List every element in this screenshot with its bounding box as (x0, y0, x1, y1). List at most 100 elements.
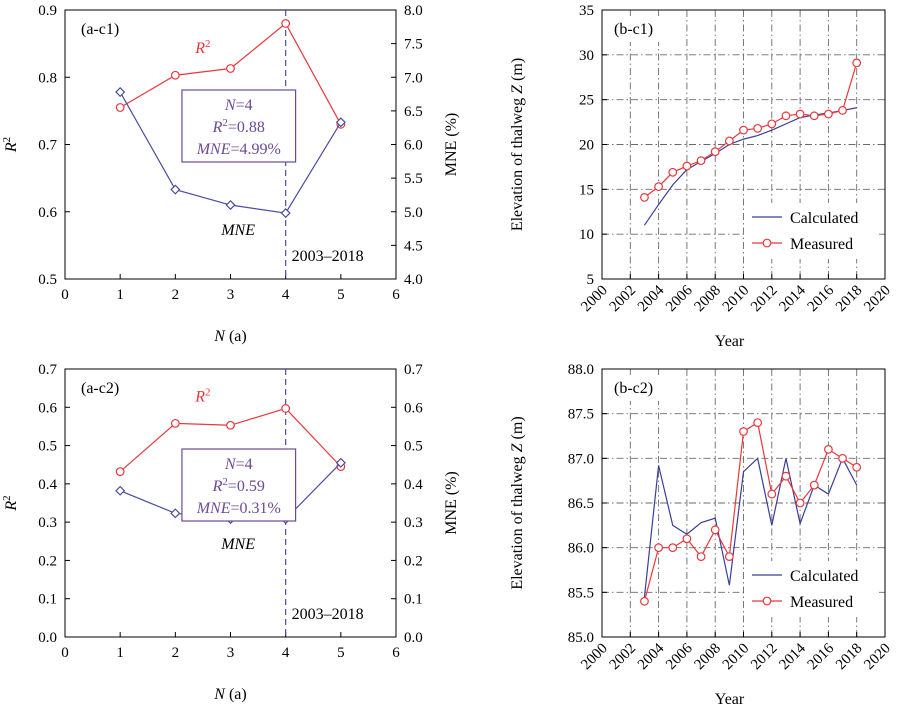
panel-b-c1: 2000200220042006200820102012201420162018… (509, 3, 894, 350)
x-tick-label: 2 (172, 645, 180, 661)
y-left-tick-label: 0.9 (38, 3, 57, 19)
x-tick-label: 5 (337, 287, 345, 303)
x-axis-label-unit: (a) (225, 328, 247, 345)
legend-bg (744, 203, 879, 259)
y-left-tick-label: 0.8 (38, 70, 57, 86)
annotation-r2-val: =0.88 (228, 119, 265, 136)
data-point-measured (809, 480, 819, 490)
x-tick-label: 2020 (861, 641, 894, 674)
y-left-axis-label-var: R (3, 142, 20, 153)
x-tick-label: 2012 (748, 283, 781, 316)
data-point-MNE (115, 86, 126, 98)
series-line-Calculated (643, 107, 857, 226)
y-tick-label: 25 (579, 93, 594, 109)
annotation-n: N=4 (224, 456, 253, 473)
data-point-measured (682, 534, 692, 544)
annotation-n: N=4 (224, 97, 253, 114)
data-point-measured (753, 418, 763, 428)
y-right-tick-label: 8.0 (404, 3, 423, 19)
annotation-n-var: N (224, 97, 237, 114)
annotation-r2-var: R (212, 119, 223, 136)
data-point-measured (852, 58, 862, 68)
data-point-measured (781, 471, 791, 481)
y-tick-label: 87.5 (568, 407, 594, 423)
y-axis-label: Elevation of thalweg Z (m) (509, 58, 526, 231)
annotation-mne-var: MNE (196, 500, 231, 517)
y-left-tick-label: 0.3 (38, 515, 57, 531)
data-point-measured (668, 167, 678, 177)
annotation-r2-val: =0.59 (228, 478, 265, 495)
x-tick-label: 2004 (635, 640, 668, 673)
x-tick-label: 2010 (720, 283, 753, 316)
x-tick-label: 6 (392, 287, 400, 303)
series-label-r2-var: R (194, 40, 205, 57)
annotation-mne-val: =0.31% (230, 500, 280, 517)
y-right-tick-label: 0.2 (404, 553, 423, 569)
data-point-measured (767, 489, 777, 499)
series-line-Calculated (643, 456, 858, 597)
y-left-axis-label-var: R (3, 501, 20, 512)
annotation-mne-var: MNE (196, 141, 231, 158)
annotation-box (181, 89, 297, 163)
y-right-tick-label: 4.5 (404, 238, 423, 254)
y-right-tick-label: 0.7 (404, 362, 423, 378)
y-right-tick-label: 4.0 (404, 272, 423, 288)
panel-label: (b-c1) (614, 21, 653, 38)
data-point-MNE (170, 508, 181, 519)
x-tick-label: 2006 (663, 640, 696, 673)
y-tick-label: 88.0 (568, 362, 594, 378)
panel-label-bg (608, 375, 678, 401)
x-tick-label: 4 (282, 645, 290, 661)
annotation-r2: R2=0.59 (212, 476, 265, 495)
data-point-measured (824, 109, 833, 119)
x-tick-label: 2002 (607, 283, 640, 316)
panel-label: (b-c2) (614, 380, 653, 397)
y-left-tick-label: 0.6 (38, 205, 57, 221)
x-tick-label: 4 (282, 287, 290, 303)
data-point-measured (838, 106, 847, 115)
x-tick-label: 2006 (663, 282, 696, 315)
data-point-measured (753, 123, 763, 133)
x-axis-label-unit: (a) (225, 686, 247, 703)
legend-label: Measured (790, 594, 853, 611)
y-tick-label: 85.0 (568, 630, 594, 646)
annotation-r2-sup: 2 (222, 117, 228, 129)
x-tick-label: 2016 (805, 640, 838, 673)
x-tick-label: 2018 (833, 641, 866, 674)
y-axis-label-suffix: (m) (509, 58, 526, 85)
panel-b-c2: 2000200220042006200820102012201420162018… (509, 362, 894, 708)
data-point-measured (710, 147, 720, 157)
y-tick-label: 20 (579, 138, 594, 154)
y-tick-label: 5 (587, 272, 595, 288)
y-right-tick-label: 0.1 (404, 592, 423, 608)
legend-marker-measured (762, 596, 772, 606)
x-axis-label: N (a) (213, 328, 246, 345)
x-tick-label: 2008 (692, 641, 725, 674)
reference-vline-label: 2003–2018 (292, 606, 364, 623)
x-axis-label: N (a) (213, 686, 246, 703)
x-tick-label: 2014 (776, 282, 809, 315)
data-point-R2 (170, 418, 180, 428)
series-label-mne: MNE (220, 536, 255, 553)
y-tick-label: 35 (579, 3, 594, 19)
data-point-measured (739, 125, 748, 135)
data-point-MNE (115, 485, 126, 496)
data-point-measured (668, 543, 678, 553)
legend-label: Calculated (790, 568, 858, 585)
x-tick-label: 2018 (833, 283, 866, 316)
y-right-tick-label: 0.6 (404, 400, 423, 416)
x-tick-label: 2000 (578, 283, 611, 316)
y-tick-label: 15 (579, 182, 594, 198)
y-right-axis-label: MNE (%) (443, 471, 460, 535)
y-left-tick-label: 0.0 (38, 630, 57, 646)
annotation-r2: R2=0.88 (212, 117, 265, 136)
x-tick-label: 2004 (635, 282, 668, 315)
data-point-MNE (335, 457, 346, 468)
y-left-axis-label-sup: 2 (1, 137, 13, 143)
data-point-measured (809, 111, 819, 121)
data-point-measured (710, 525, 720, 535)
x-tick-label: 3 (227, 287, 235, 303)
x-tick-label: 6 (392, 645, 400, 661)
data-point-R2 (281, 19, 291, 28)
data-point-measured (739, 427, 748, 436)
